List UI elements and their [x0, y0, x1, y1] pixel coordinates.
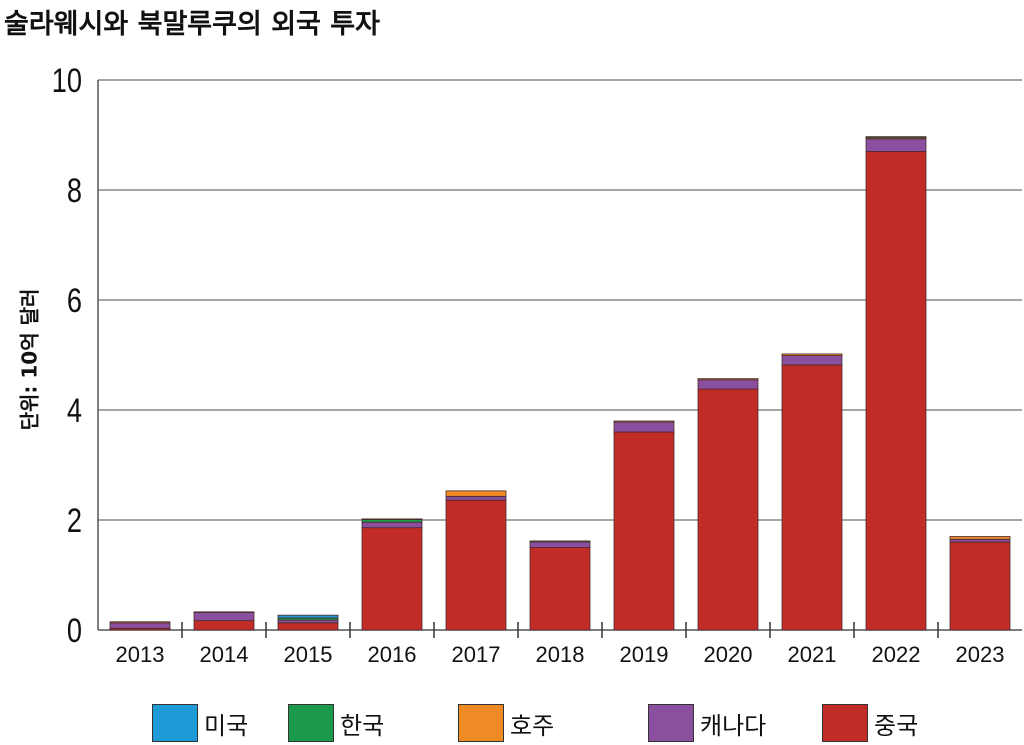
bar-segment — [613, 431, 675, 631]
bar-segment — [361, 527, 423, 631]
bar-segment — [949, 538, 1011, 543]
legend-label: 캐나다 — [700, 711, 767, 740]
bar-segment — [109, 621, 171, 624]
bar-segment — [445, 499, 507, 631]
x-tick-label: 2017 — [452, 642, 501, 667]
x-tick-label: 2022 — [872, 642, 921, 667]
bar-segment — [529, 540, 591, 543]
bar-segment — [949, 541, 1011, 631]
bar-segment — [781, 353, 843, 356]
bar-segment — [865, 136, 927, 139]
legend-item: 캐나다 — [648, 704, 766, 742]
y-tick-label: 10 — [52, 61, 82, 100]
bar-segment — [193, 611, 255, 613]
bar-segment — [277, 614, 339, 619]
x-tick-label: 2021 — [788, 642, 837, 667]
x-tick-label: 2018 — [536, 642, 585, 667]
bar-segment — [697, 378, 759, 381]
x-tick-label: 2013 — [116, 642, 165, 667]
y-tick-label: 8 — [67, 171, 82, 210]
bar-segment — [865, 151, 927, 631]
bar-segment — [361, 521, 423, 529]
legend-swatch — [648, 704, 694, 742]
bar-segment — [781, 355, 843, 366]
legend-swatch — [288, 704, 334, 742]
bar-segment — [529, 541, 591, 548]
x-tick-label: 2015 — [284, 642, 333, 667]
bar-segment — [361, 519, 423, 523]
bar-segment — [361, 518, 423, 520]
legend-item: 미국 — [152, 704, 248, 742]
legend-label: 호주 — [510, 711, 555, 740]
bar-segment — [109, 622, 171, 629]
y-tick-label: 2 — [67, 501, 82, 540]
legend-item: 중국 — [822, 704, 918, 742]
legend-swatch — [458, 704, 504, 742]
bar-segment — [193, 620, 255, 631]
x-tick-label: 2019 — [620, 642, 669, 667]
bar-segment — [865, 138, 927, 152]
x-tick-label: 2016 — [368, 642, 417, 667]
y-tick-label: 4 — [67, 391, 82, 430]
y-tick-label: 0 — [67, 611, 82, 650]
bar-segment — [781, 364, 843, 631]
bar-segment — [949, 536, 1011, 540]
x-tick-label: 2023 — [956, 642, 1005, 667]
bar-segment — [277, 619, 339, 624]
x-tick-label: 2020 — [704, 642, 753, 667]
legend-item: 한국 — [288, 704, 384, 742]
y-tick-label: 6 — [67, 281, 82, 320]
legend-item: 호주 — [458, 704, 554, 742]
bar-segment — [193, 612, 255, 622]
legend-label: 한국 — [340, 711, 385, 740]
legend: 미국 한국 호주 캐나다 중국 — [0, 704, 1024, 744]
bar-segment — [445, 490, 507, 497]
legend-swatch — [152, 704, 198, 742]
bar-segment — [697, 388, 759, 631]
legend-label: 미국 — [204, 711, 249, 740]
bar-segment — [613, 421, 675, 433]
bar-segment — [445, 495, 507, 501]
legend-swatch — [822, 704, 868, 742]
bar-segment — [277, 622, 339, 631]
bar-segment — [529, 547, 591, 631]
legend-label: 중국 — [874, 711, 919, 740]
x-tick-label: 2014 — [200, 642, 249, 667]
stacked-bar-chart: 0 2 4 6 8 10 2013 2014 2015 2016 2017 2018 2019 2020 2… — [52, 61, 1022, 667]
chart-title: 술라웨시와 북말루쿠의 외국 투자 — [4, 9, 380, 40]
bar-segment — [697, 379, 759, 390]
bar-segment — [613, 420, 675, 423]
